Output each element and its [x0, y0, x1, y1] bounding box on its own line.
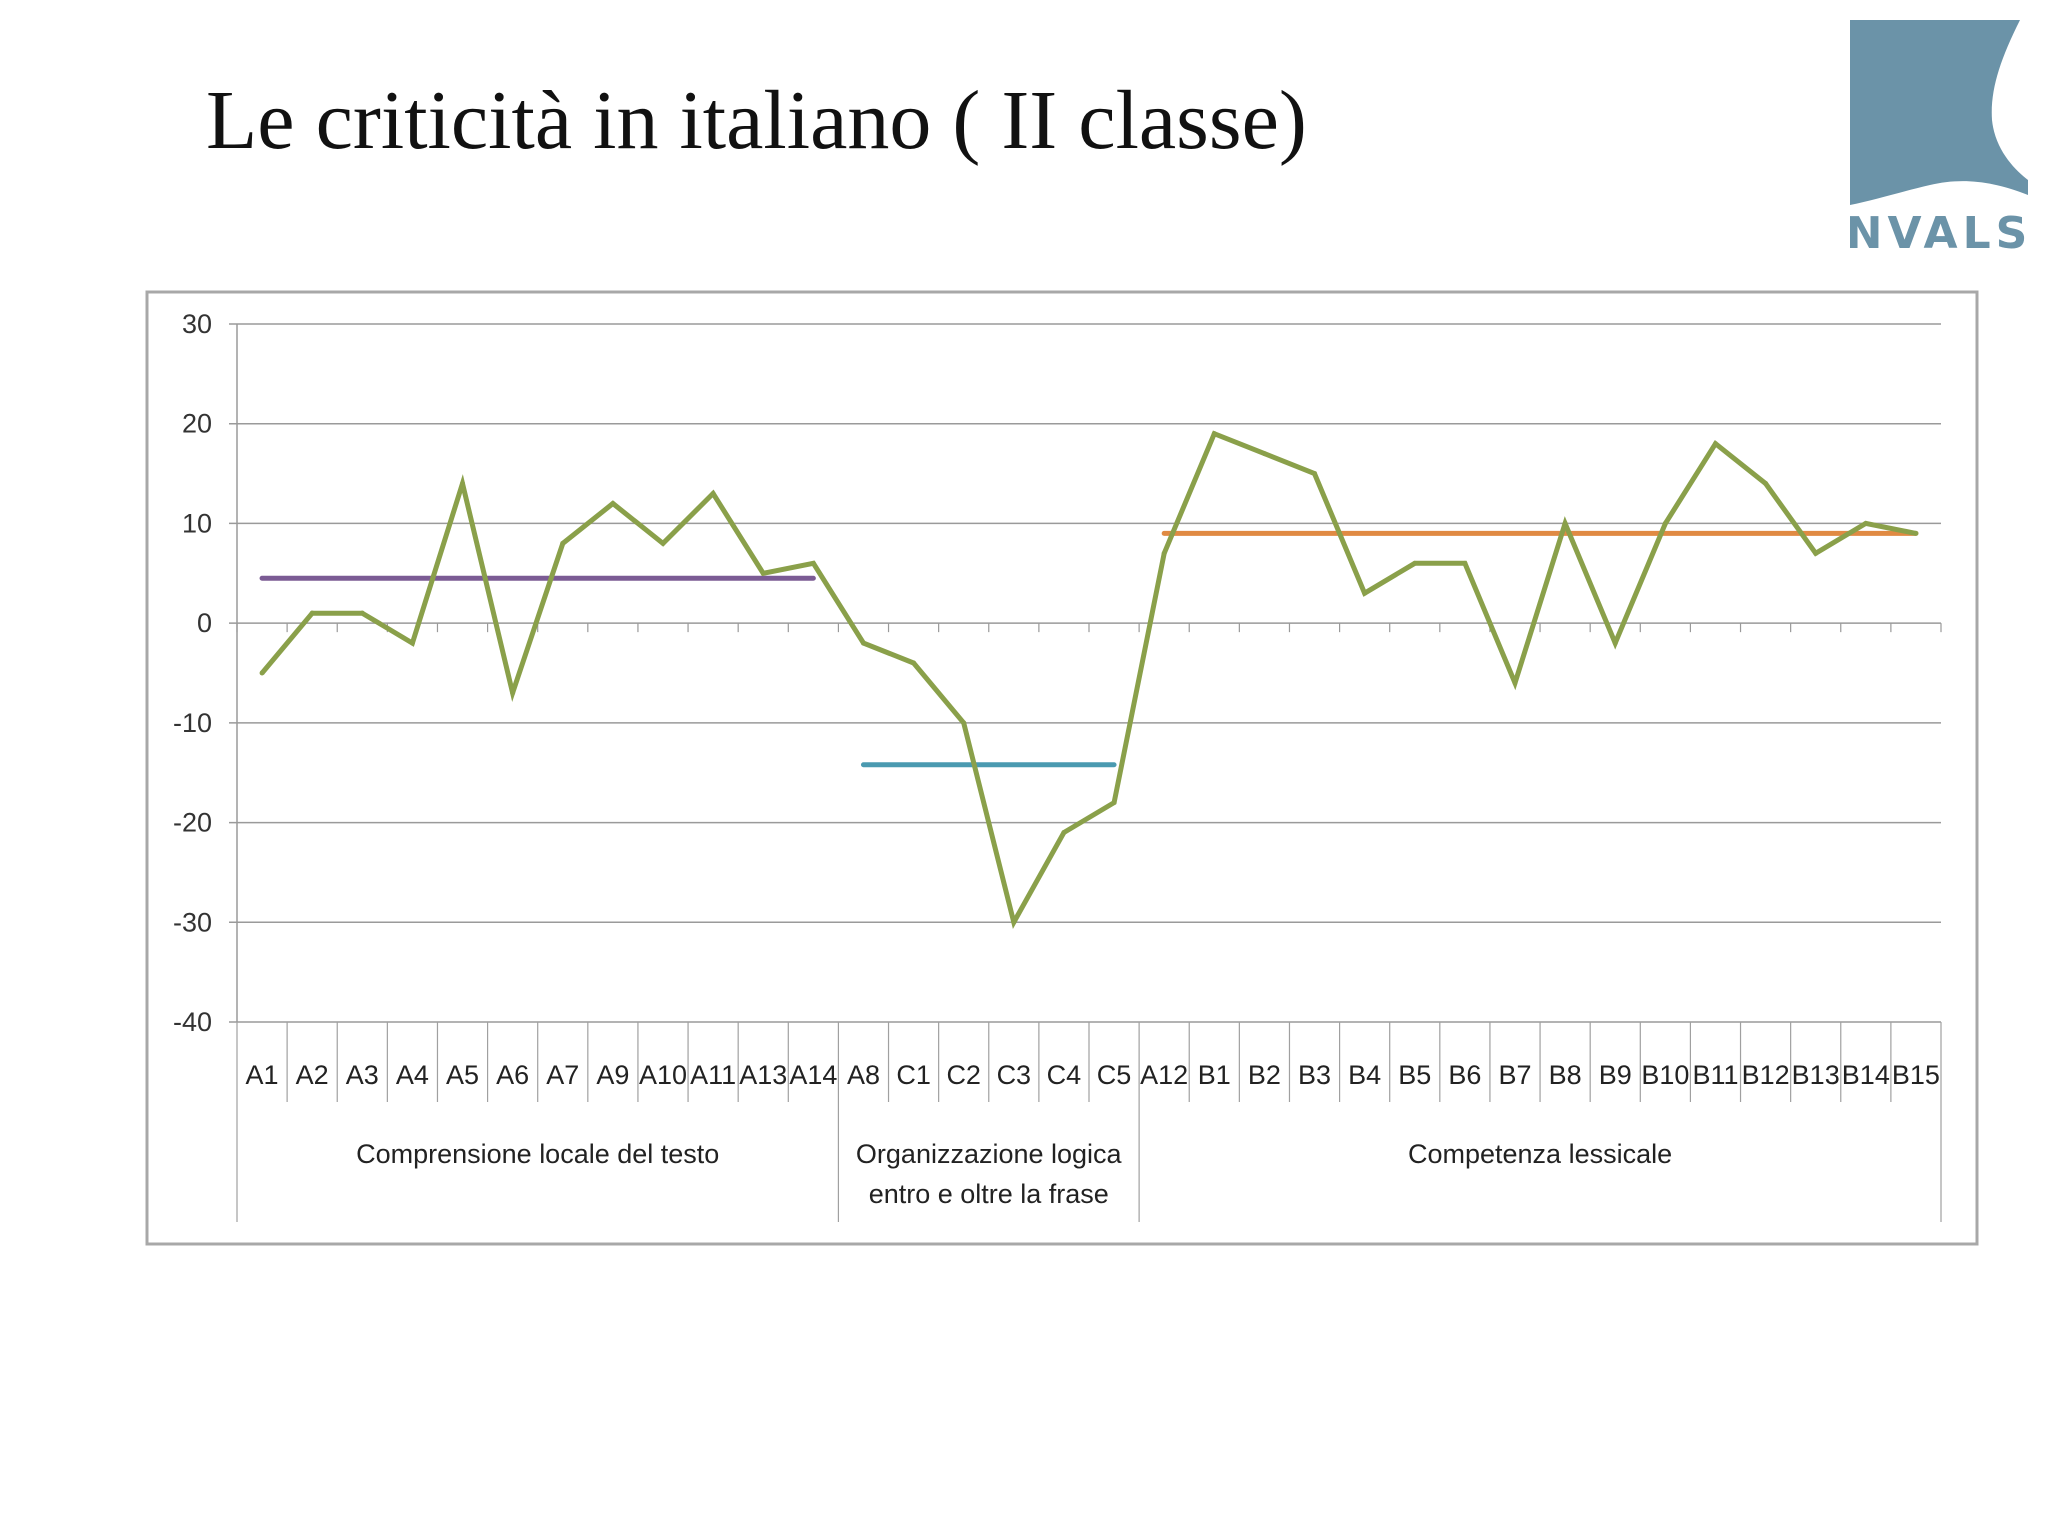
- data-point: [660, 540, 666, 546]
- y-tick-label: -20: [173, 808, 212, 838]
- x-tick-label: B15: [1892, 1060, 1940, 1090]
- data-point: [911, 660, 917, 666]
- data-point: [961, 720, 967, 726]
- data-point: [259, 670, 265, 676]
- data-point: [710, 491, 716, 497]
- x-tick-label: A2: [296, 1060, 329, 1090]
- data-point: [560, 540, 566, 546]
- invalsi-logo: INVALSI: [1850, 20, 2028, 250]
- x-tick-label: B5: [1398, 1060, 1431, 1090]
- group-label: Comprensione locale del testo: [356, 1139, 719, 1169]
- x-tick-label: B10: [1641, 1060, 1689, 1090]
- y-tick-label: 10: [182, 508, 212, 538]
- series-line: [260, 430, 1917, 930]
- x-tick-label: B11: [1692, 1060, 1738, 1090]
- x-tick-label: A8: [847, 1060, 880, 1090]
- x-tick-label: B1: [1198, 1060, 1231, 1090]
- data-point: [359, 610, 365, 616]
- x-tick-label: B6: [1448, 1060, 1481, 1090]
- x-tick-label: B9: [1599, 1060, 1632, 1090]
- data-point: [1211, 431, 1217, 437]
- chart-frame: [145, 290, 1979, 1246]
- data-point: [1061, 830, 1067, 836]
- x-tick-label: B14: [1842, 1060, 1890, 1090]
- y-tick-label: -10: [173, 708, 212, 738]
- data-series: [259, 430, 1919, 930]
- x-tick-label: A13: [739, 1060, 787, 1090]
- data-point: [1913, 530, 1919, 536]
- data-point: [1612, 640, 1618, 646]
- x-tick-label: A12: [1140, 1060, 1188, 1090]
- x-tick-label: A6: [496, 1060, 529, 1090]
- data-point: [1011, 919, 1017, 925]
- data-point: [610, 500, 616, 506]
- x-tick-label: A10: [639, 1060, 687, 1090]
- y-tick-label: -30: [173, 907, 212, 937]
- data-point: [1813, 550, 1819, 556]
- data-point: [1462, 560, 1468, 566]
- x-tick-label: B12: [1742, 1060, 1790, 1090]
- invalsi-logo-mark: [1850, 20, 2028, 205]
- data-point: [1111, 800, 1117, 806]
- data-point: [510, 690, 516, 696]
- x-tick-label: A11: [690, 1060, 736, 1090]
- data-point: [1662, 520, 1668, 526]
- y-tick-label: 0: [197, 608, 212, 638]
- group-label: Competenza lessicale: [1408, 1139, 1672, 1169]
- y-tick-label: 20: [182, 409, 212, 439]
- x-tick-label: B3: [1298, 1060, 1331, 1090]
- data-point: [1161, 550, 1167, 556]
- x-tick-label: A4: [396, 1060, 429, 1090]
- x-tick-label: B13: [1792, 1060, 1840, 1090]
- data-point: [1763, 481, 1769, 487]
- y-tick-label: 30: [182, 309, 212, 339]
- x-tick-label: C5: [1097, 1060, 1132, 1090]
- y-tick-labels: 30 20 10 0 -10 -20 -30 -40: [173, 309, 212, 1037]
- x-tick-label: B7: [1498, 1060, 1531, 1090]
- data-point: [1562, 520, 1568, 526]
- x-tick-label: C3: [997, 1060, 1032, 1090]
- data-point: [810, 560, 816, 566]
- slide-title: Le criticità in italiano ( II classe): [206, 74, 1307, 167]
- x-tick-label: A5: [446, 1060, 479, 1090]
- x-tick-label: B2: [1248, 1060, 1281, 1090]
- data-point: [1412, 560, 1418, 566]
- x-tick-label: C4: [1047, 1060, 1082, 1090]
- x-tick-label: C1: [896, 1060, 931, 1090]
- data-point: [1362, 590, 1368, 596]
- data-point: [760, 570, 766, 576]
- invalsi-logo-text: INVALSI: [1850, 208, 2028, 250]
- x-tick-labels: A1 A2 A3 A4 A5 A6 A7 A9 A10 A11 A13 A14 A8 C1 C2 C3 C4 C5…: [246, 1060, 1940, 1090]
- group-label: Organizzazione logica: [856, 1139, 1123, 1169]
- data-point: [1863, 520, 1869, 526]
- data-point: [309, 610, 315, 616]
- x-tick-label: C2: [946, 1060, 981, 1090]
- group-mean-lines: [259, 530, 1919, 768]
- data-point: [409, 640, 415, 646]
- data-point: [1712, 441, 1718, 447]
- data-point: [460, 481, 466, 487]
- x-tick-label: A3: [346, 1060, 379, 1090]
- x-tick-label: B8: [1549, 1060, 1582, 1090]
- group-label: entro e oltre la frase: [869, 1179, 1109, 1209]
- x-tick-label: B4: [1348, 1060, 1381, 1090]
- x-tick-label: A7: [546, 1060, 579, 1090]
- group-labels: Comprensione locale del testo Organizzazi…: [356, 1139, 1672, 1209]
- data-point: [1312, 471, 1318, 477]
- data-point: [1261, 451, 1267, 457]
- data-point: [860, 640, 866, 646]
- x-tick-label: A1: [246, 1060, 279, 1090]
- x-tick-label: A9: [596, 1060, 629, 1090]
- x-tick-label: A14: [789, 1060, 837, 1090]
- data-point: [1512, 680, 1518, 686]
- y-tick-label: -40: [173, 1007, 212, 1037]
